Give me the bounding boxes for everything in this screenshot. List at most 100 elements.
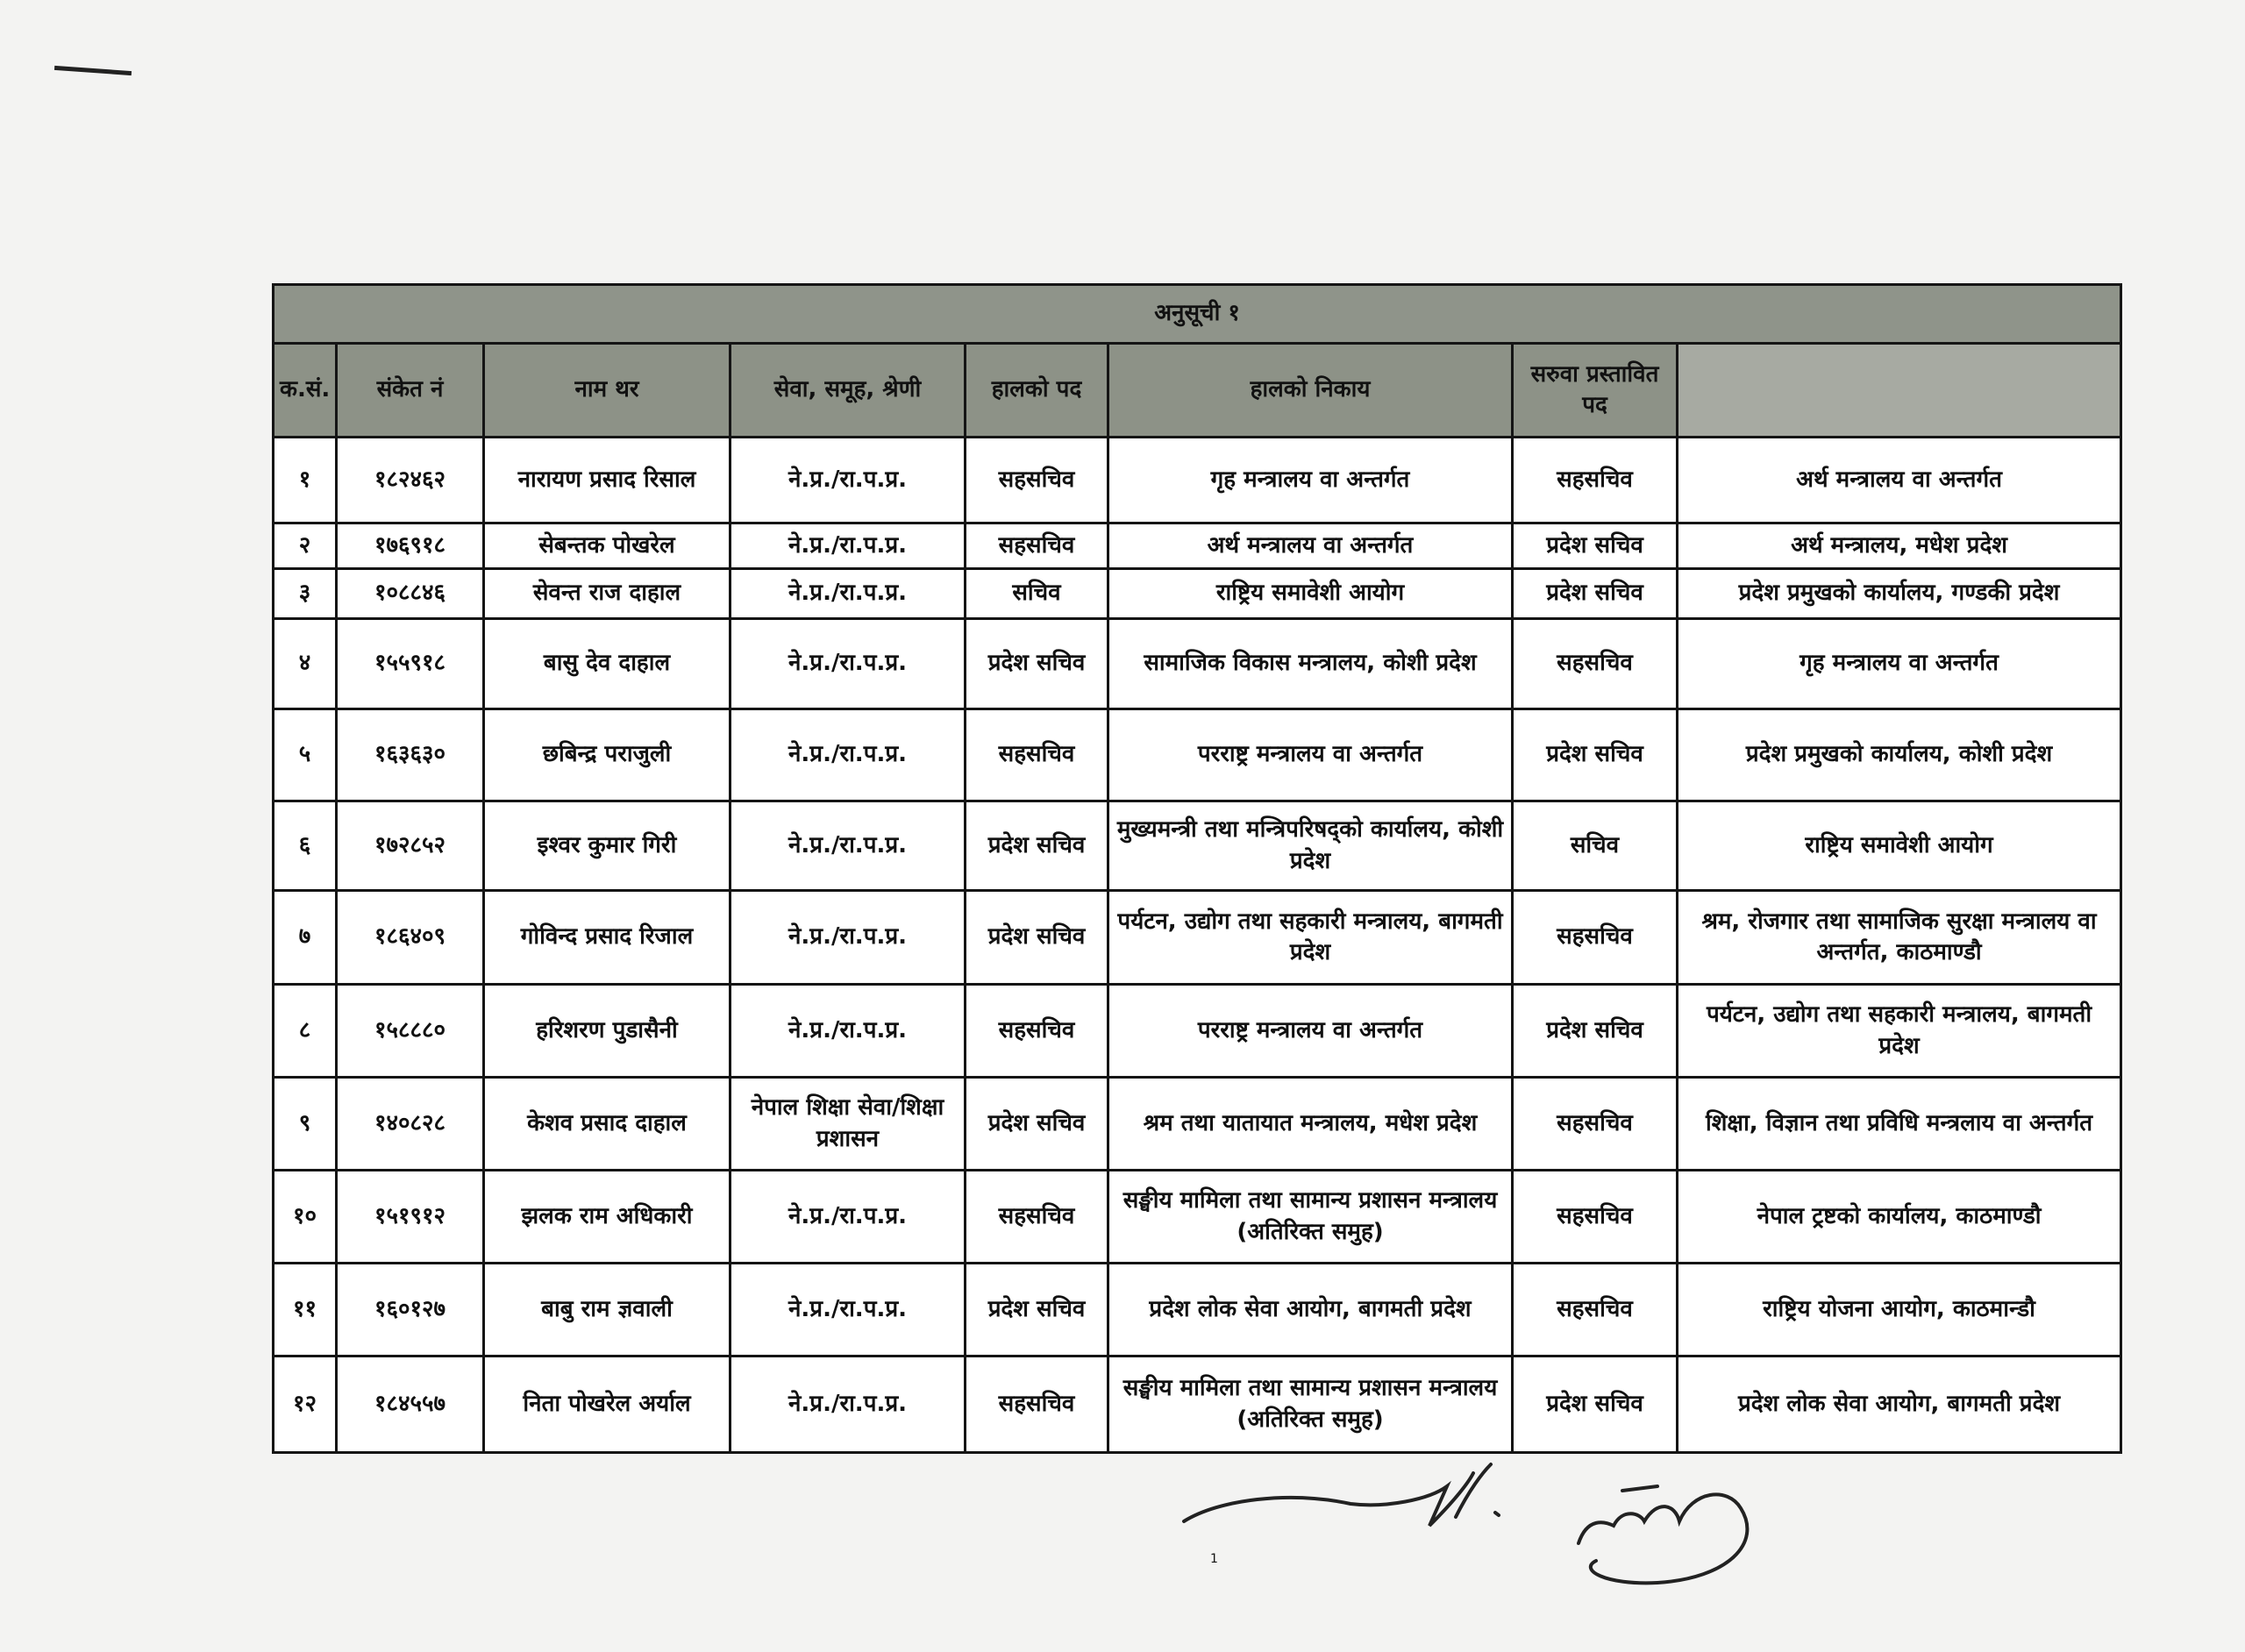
- table-row: ४ १५५९१८ बासु देव दाहाल ने.प्र./रा.प.प्र. प्…: [272, 617, 2123, 710]
- table-cell: १८६४०९: [335, 889, 485, 986]
- table-cell: मुख्यमन्त्री तथा मन्त्रिपरिषद्को कार्याल…: [1107, 800, 1514, 892]
- table-cell: ने.प्र./रा.प.प्र.: [729, 800, 966, 892]
- table-cell: १६३६३०: [335, 708, 485, 802]
- table-cell: १५८८८०: [335, 983, 485, 1079]
- table-cell: सङ्घीय मामिला तथा सामान्य प्रशासन मन्त्र…: [1107, 1355, 1514, 1454]
- table-cell: राष्ट्रिय समावेशी आयोग: [1675, 800, 2123, 892]
- table-row: १२ १८४५५७ निता पोखरेल अर्याल ने.प्र./रा.प.प…: [272, 1355, 2123, 1454]
- table-cell: सहसचिव: [964, 436, 1109, 524]
- table-cell: अर्थ मन्त्रालय वा अन्तर्गत: [1675, 436, 2123, 524]
- table-cell: १२: [272, 1355, 338, 1454]
- table-cell: १७६९१८: [335, 522, 485, 570]
- table-cell: १५५९१८: [335, 617, 485, 710]
- table-cell: सहसचिव: [964, 1169, 1109, 1264]
- table-cell: बाबु राम ज्ञवाली: [482, 1262, 731, 1357]
- signatures: [1182, 1463, 1750, 1585]
- table-cell: प्रदेश सचिव: [1511, 567, 1678, 620]
- table-row: ५ १६३६३० छबिन्द्र पराजुली ने.प्र./रा.प.प्र.…: [272, 708, 2123, 802]
- table-caption: अनुसूची १: [271, 283, 2123, 345]
- table-row: १ १८२४६२ नारायण प्रसाद रिसाल ने.प्र./रा.प.प…: [272, 436, 2123, 524]
- table-cell: अर्थ मन्त्रालय, मधेश प्रदेश: [1675, 522, 2123, 570]
- header-row: क.सं. संकेत नं नाम थर सेवा, समूह, श्रेणी हाल…: [272, 342, 2123, 438]
- pen-mark: [53, 65, 132, 76]
- column-header: नाम थर: [482, 342, 731, 438]
- table-cell: परराष्ट्र मन्त्रालय वा अन्तर्गत: [1107, 983, 1514, 1079]
- column-header: सरुवा प्रस्तावित पद: [1511, 342, 1678, 438]
- table-cell: सहसचिव: [1511, 1076, 1678, 1171]
- table-row: ३ १०८८४६ सेवन्त राज दाहाल ने.प्र./रा.प.प्र.…: [272, 567, 2123, 620]
- table-cell: पर्यटन, उद्योग तथा सहकारी मन्त्रालय, बाग…: [1107, 889, 1514, 986]
- table-cell: प्रदेश सचिव: [964, 617, 1109, 710]
- table-cell: ने.प्र./रा.प.प्र.: [729, 617, 966, 710]
- table-cell: छबिन्द्र पराजुली: [482, 708, 731, 802]
- table-row: ८ १५८८८० हरिशरण पुडासैनी ने.प्र./रा.प.प्र. स…: [272, 983, 2123, 1079]
- table-cell: प्रदेश लोक सेवा आयोग, बागमती प्रदेश: [1675, 1355, 2123, 1454]
- table-cell: सहसचिव: [1511, 889, 1678, 986]
- table-row: ११ १६०१२७ बाबु राम ज्ञवाली ने.प्र./रा.प.प्र…: [272, 1262, 2123, 1357]
- table-cell: ने.प्र./रा.प.प्र.: [729, 522, 966, 570]
- table-row: ७ १८६४०९ गोविन्द प्रसाद रिजाल ने.प्र./रा.प.…: [272, 889, 2123, 986]
- table-cell: केशव प्रसाद दाहाल: [482, 1076, 731, 1171]
- table-cell: १७२८५२: [335, 800, 485, 892]
- table-cell: बासु देव दाहाल: [482, 617, 731, 710]
- signature-1: [1182, 1463, 1500, 1527]
- signature-2: [1577, 1485, 1750, 1585]
- table-cell: गृह मन्त्रालय वा अन्तर्गत: [1107, 436, 1514, 524]
- column-header: हालको पद: [964, 342, 1109, 438]
- table-body: १ १८२४६२ नारायण प्रसाद रिसाल ने.प्र./रा.प.प…: [272, 436, 2123, 1454]
- table-cell: १५१९१२: [335, 1169, 485, 1264]
- column-header: क.सं.: [272, 342, 338, 438]
- table-cell: ३: [272, 567, 338, 620]
- table-cell: ने.प्र./रा.प.प्र.: [729, 708, 966, 802]
- table-cell: प्रदेश सचिव: [1511, 1355, 1678, 1454]
- table-cell: ५: [272, 708, 338, 802]
- table-cell: प्रदेश सचिव: [1511, 522, 1678, 570]
- column-header: [1675, 342, 2123, 438]
- table-cell: ६: [272, 800, 338, 892]
- table-cell: सहसचिव: [964, 708, 1109, 802]
- table-cell: ने.प्र./रा.प.प्र.: [729, 983, 966, 1079]
- table-cell: प्रदेश सचिव: [964, 1262, 1109, 1357]
- table-cell: सामाजिक विकास मन्त्रालय, कोशी प्रदेश: [1107, 617, 1514, 710]
- table-row: २ १७६९१८ सेबन्तक पोखरेल ने.प्र./रा.प.प्र. सह…: [272, 522, 2123, 570]
- table-cell: १६०१२७: [335, 1262, 485, 1357]
- table-cell: पर्यटन, उद्योग तथा सहकारी मन्त्रालय, बाग…: [1675, 983, 2123, 1079]
- table-cell: १०८८४६: [335, 567, 485, 620]
- table-cell: प्रदेश प्रमुखको कार्यालय, कोशी प्रदेश: [1675, 708, 2123, 802]
- table-cell: गृह मन्त्रालय वा अन्तर्गत: [1675, 617, 2123, 710]
- table-cell: इश्वर कुमार गिरी: [482, 800, 731, 892]
- table-cell: सेवन्त राज दाहाल: [482, 567, 731, 620]
- table-cell: सङ्घीय मामिला तथा सामान्य प्रशासन मन्त्र…: [1107, 1169, 1514, 1264]
- table-cell: ने.प्र./रा.प.प्र.: [729, 1262, 966, 1357]
- table-cell: ने.प्र./रा.प.प्र.: [729, 1169, 966, 1264]
- table-cell: ११: [272, 1262, 338, 1357]
- table-cell: ४: [272, 617, 338, 710]
- table-cell: १८४५५७: [335, 1355, 485, 1454]
- table-cell: सहसचिव: [1511, 1169, 1678, 1264]
- table-cell: सचिव: [1511, 800, 1678, 892]
- column-header: हालको निकाय: [1107, 342, 1514, 438]
- table-cell: सहसचिव: [1511, 617, 1678, 710]
- table-cell: १४०८२८: [335, 1076, 485, 1171]
- table-cell: निता पोखरेल अर्याल: [482, 1355, 731, 1454]
- table-cell: गोविन्द प्रसाद रिजाल: [482, 889, 731, 986]
- table-cell: नेपाल ट्रष्टको कार्यालय, काठमाण्डौ: [1675, 1169, 2123, 1264]
- table-cell: सहसचिव: [1511, 436, 1678, 524]
- table-cell: हरिशरण पुडासैनी: [482, 983, 731, 1079]
- table-cell: प्रदेश लोक सेवा आयोग, बागमती प्रदेश: [1107, 1262, 1514, 1357]
- table-cell: परराष्ट्र मन्त्रालय वा अन्तर्गत: [1107, 708, 1514, 802]
- table-cell: ने.प्र./रा.प.प्र.: [729, 436, 966, 524]
- table-cell: १०: [272, 1169, 338, 1264]
- table-cell: अर्थ मन्त्रालय वा अन्तर्गत: [1107, 522, 1514, 570]
- table-row: ९ १४०८२८ केशव प्रसाद दाहाल नेपाल शिक्षा सेव…: [272, 1076, 2123, 1171]
- table-cell: सचिव: [964, 567, 1109, 620]
- table-cell: ने.प्र./रा.प.प्र.: [729, 889, 966, 986]
- table-cell: ८: [272, 983, 338, 1079]
- table-cell: प्रदेश सचिव: [964, 800, 1109, 892]
- table-cell: सहसचिव: [964, 1355, 1109, 1454]
- table-cell: नेपाल शिक्षा सेवा/शिक्षा प्रशासन: [729, 1076, 966, 1171]
- table-row: ६ १७२८५२ इश्वर कुमार गिरी ने.प्र./रा.प.प्र.…: [272, 800, 2123, 892]
- table-cell: प्रदेश सचिव: [1511, 983, 1678, 1079]
- table-cell: राष्ट्रिय योजना आयोग, काठमान्डौ: [1675, 1262, 2123, 1357]
- table-row: १० १५१९१२ झलक राम अधिकारी ने.प्र./रा.प.प्र.…: [272, 1169, 2123, 1264]
